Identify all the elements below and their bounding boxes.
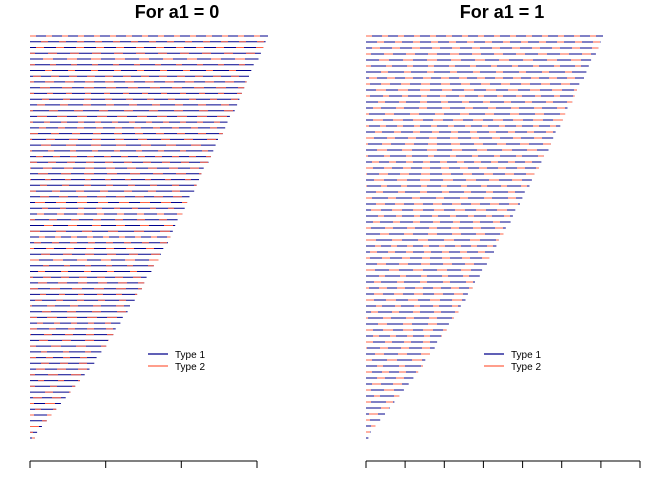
x-axis (29, 460, 258, 468)
legend-label-type-1: Type 1 (175, 350, 205, 361)
panel-title: For a1 = 1 (460, 2, 545, 22)
legend-label-type-2: Type 2 (175, 362, 205, 373)
bar-group (366, 35, 603, 439)
legend: Type 1 Type 2 (148, 350, 205, 373)
panel-title: For a1 = 0 (135, 2, 220, 22)
legend-label-type-2: Type 2 (511, 362, 541, 373)
panel-a1-1: For a1 = 1 Type 1 Type 2 (365, 2, 641, 468)
bar-group (30, 35, 268, 439)
legend-label-type-1: Type 1 (511, 350, 541, 361)
legend: Type 1 Type 2 (484, 350, 541, 373)
x-axis (365, 460, 641, 468)
panel-a1-0: For a1 = 0 Type 1 Type 2 (29, 2, 268, 468)
